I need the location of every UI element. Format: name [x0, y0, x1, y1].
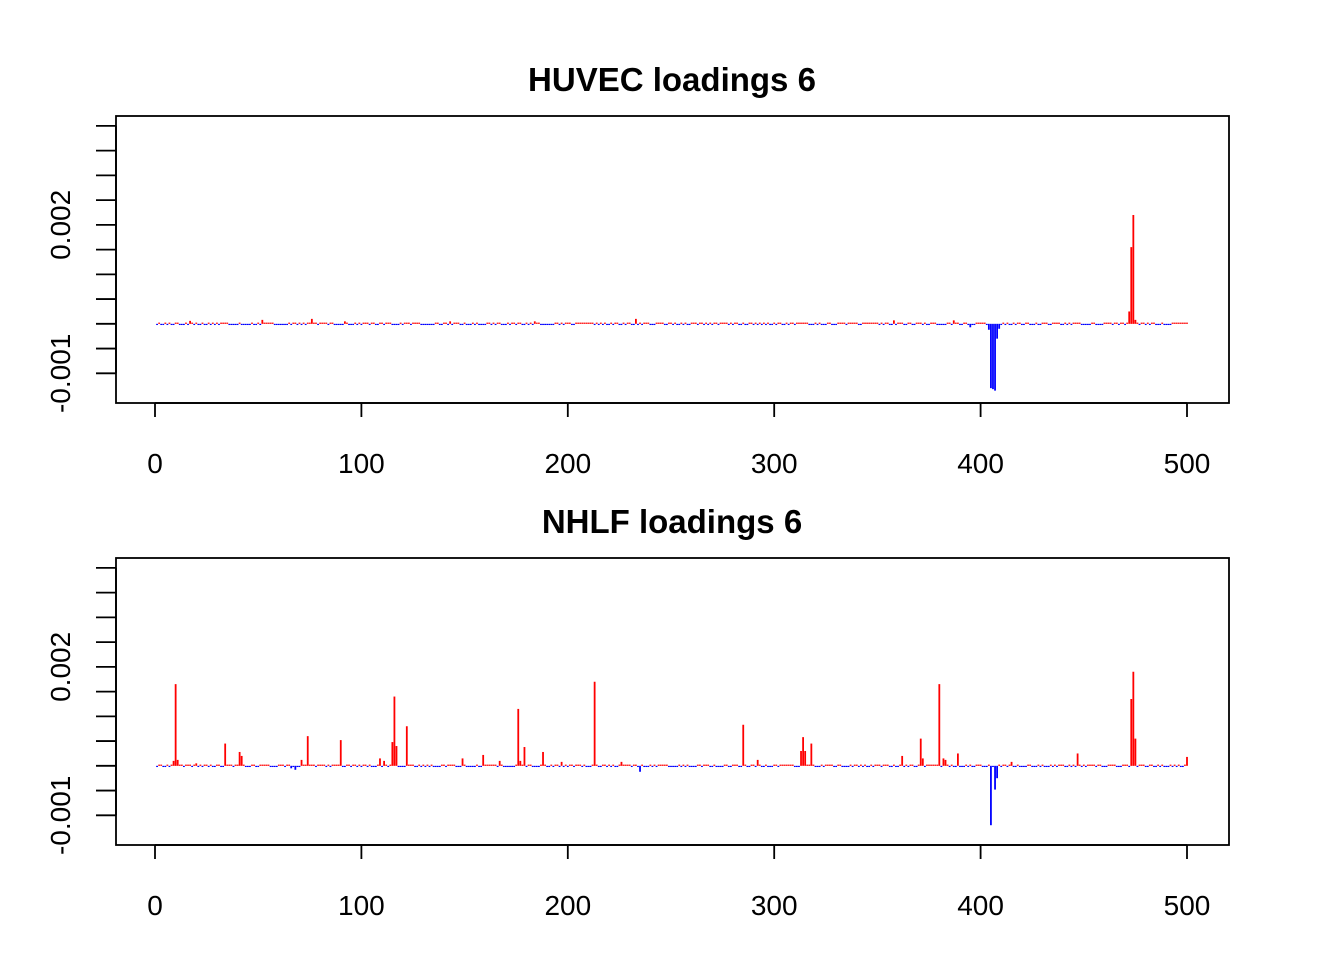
- x-tick-label: 200: [544, 890, 591, 921]
- y-tick-label: 0.002: [45, 632, 76, 702]
- huvec-y-axis: -0.001 0.002: [45, 124, 117, 413]
- x-tick-label: 100: [338, 448, 385, 479]
- x-tick-label: 100: [338, 890, 385, 921]
- nhlf-panel: NHLF loadings 6 0 100 200 300 400 500 -0.001 0…: [45, 503, 1230, 921]
- x-tick-label: 200: [544, 448, 591, 479]
- x-tick-label: 300: [751, 890, 798, 921]
- huvec-x-axis: 0 100 200 300 400 500: [147, 402, 1211, 479]
- x-tick-label: 0: [147, 448, 163, 479]
- nhlf-y-axis: -0.001 0.002: [45, 566, 117, 855]
- x-tick-label: 400: [957, 890, 1004, 921]
- huvec-bars: [156, 214, 1188, 391]
- x-tick-label: 400: [957, 448, 1004, 479]
- x-tick-label: 300: [751, 448, 798, 479]
- y-tick-label: -0.001: [45, 776, 76, 855]
- nhlf-x-axis: 0 100 200 300 400 500: [147, 844, 1211, 921]
- nhlf-title: NHLF loadings 6: [542, 503, 802, 540]
- x-tick-label: 500: [1164, 448, 1211, 479]
- huvec-title: HUVEC loadings 6: [528, 61, 816, 98]
- y-tick-label: 0.002: [45, 190, 76, 260]
- x-tick-label: 0: [147, 890, 163, 921]
- huvec-plot-frame: [115, 115, 1230, 404]
- x-tick-label: 500: [1164, 890, 1211, 921]
- nhlf-bars: [156, 671, 1188, 826]
- nhlf-plot-frame: [115, 557, 1230, 846]
- y-tick-label: -0.001: [45, 334, 76, 413]
- huvec-panel: HUVEC loadings 6 0 100 200 300 400 500 -0.001…: [45, 61, 1230, 479]
